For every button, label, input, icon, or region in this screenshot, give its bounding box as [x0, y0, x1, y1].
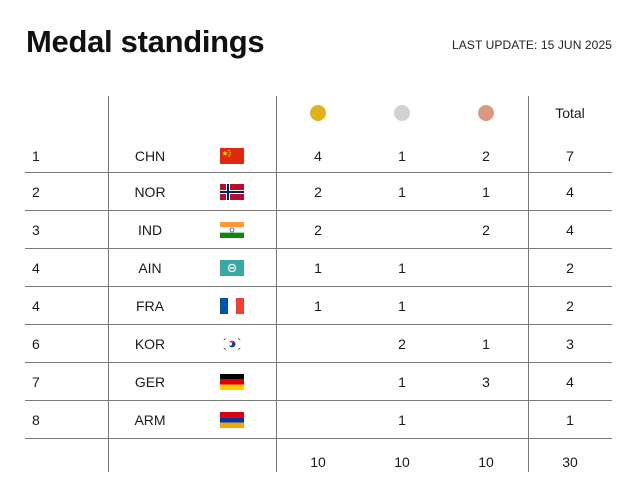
country-code-cell: NOR: [134, 183, 166, 200]
table-row: 4 FRA 1 1 2: [25, 287, 612, 325]
country-code-cell: KOR: [134, 335, 166, 352]
silver-column-header: [360, 96, 444, 129]
total-total: 30: [562, 453, 578, 470]
silver-count-cell: [360, 211, 444, 248]
silver-count-cell: 1: [398, 147, 406, 164]
table-row: 1 CHN 4 1 2 7: [25, 129, 612, 173]
silver-count-cell: 1: [398, 411, 406, 428]
total-count-cell: 7: [566, 147, 574, 164]
total-count-cell: 2: [566, 259, 574, 276]
korea-flag-icon: [215, 325, 249, 362]
country-code-cell: AIN: [138, 259, 162, 276]
bronze-count-cell: [444, 249, 528, 286]
column-divider: [276, 96, 277, 472]
table-header-row: Total: [25, 96, 612, 129]
totals-row: 10 10 10 30: [25, 439, 612, 476]
country-code-cell: CHN: [134, 147, 166, 164]
silver-count-cell: 2: [398, 335, 406, 352]
bronze-count-cell: [444, 287, 528, 324]
total-column-header: Total: [555, 104, 585, 121]
gold-count-cell: 2: [314, 183, 322, 200]
table-row: 8 ARM 1 1: [25, 401, 612, 439]
total-count-cell: 4: [566, 221, 574, 238]
bronze-count-cell: 3: [482, 373, 490, 390]
rank-cell: 8: [32, 411, 40, 428]
country-code-cell: ARM: [134, 411, 166, 428]
bronze-count-cell: 2: [482, 147, 490, 164]
india-flag-icon: [215, 211, 249, 248]
total-count-cell: 3: [566, 335, 574, 352]
ain-flag-icon: [215, 249, 249, 286]
table-row: 3 IND 2 2 4: [25, 211, 612, 249]
gold-count-cell: 1: [314, 297, 322, 314]
bronze-count-cell: [444, 401, 528, 438]
total-bronze: 10: [478, 453, 494, 470]
table-row: 6 KOR 2 1 3: [25, 325, 612, 363]
rank-cell: 6: [32, 335, 40, 352]
silver-count-cell: 1: [398, 373, 406, 390]
gold-medal-icon: [310, 104, 326, 121]
gold-column-header: [276, 96, 360, 129]
rank-cell: 2: [32, 183, 40, 200]
gold-count-cell: 1: [314, 259, 322, 276]
column-divider: [528, 96, 529, 472]
armenia-flag-icon: [215, 401, 249, 438]
table-row: 4 AIN 1 1 2: [25, 249, 612, 287]
country-code-cell: FRA: [136, 297, 164, 314]
bronze-count-cell: 1: [482, 335, 490, 352]
bronze-count-cell: 1: [482, 183, 490, 200]
gold-count-cell: [276, 325, 360, 362]
total-count-cell: 2: [566, 297, 574, 314]
bronze-column-header: [444, 96, 528, 129]
silver-medal-icon: [394, 104, 410, 121]
country-code-cell: GER: [134, 373, 166, 390]
rank-cell: 7: [32, 373, 40, 390]
bronze-count-cell: 2: [482, 221, 490, 238]
gold-count-cell: [276, 363, 360, 400]
gold-count-cell: [276, 401, 360, 438]
silver-count-cell: 1: [398, 183, 406, 200]
rank-cell: 4: [32, 297, 40, 314]
table-row: 7 GER 1 3 4: [25, 363, 612, 401]
norway-flag-icon: [215, 173, 249, 210]
total-count-cell: 1: [566, 411, 574, 428]
silver-count-cell: 1: [398, 259, 406, 276]
gold-count-cell: 4: [314, 147, 322, 164]
total-silver: 10: [394, 453, 410, 470]
silver-count-cell: 1: [398, 297, 406, 314]
column-divider: [108, 96, 109, 472]
china-flag-icon: [215, 139, 249, 172]
rank-cell: 1: [32, 147, 40, 164]
germany-flag-icon: [215, 363, 249, 400]
rank-cell: 3: [32, 221, 40, 238]
total-gold: 10: [310, 453, 326, 470]
total-count-cell: 4: [566, 373, 574, 390]
france-flag-icon: [215, 287, 249, 324]
country-code-cell: IND: [137, 221, 163, 238]
rank-cell: 4: [32, 259, 40, 276]
bronze-medal-icon: [478, 104, 494, 121]
table-row: 2 NOR 2 1 1 4: [25, 173, 612, 211]
gold-count-cell: 2: [314, 221, 322, 238]
page-title: Medal standings: [26, 24, 265, 59]
total-count-cell: 4: [566, 183, 574, 200]
medal-table: Total 1 CHN 4 1 2 7 2 NOR 2 1 1 4 3 IND 2 2 4 4 AIN 1 1 2 4 FRA…: [25, 96, 612, 476]
last-update-label: LAST UPDATE: 15 JUN 2025: [451, 38, 612, 52]
